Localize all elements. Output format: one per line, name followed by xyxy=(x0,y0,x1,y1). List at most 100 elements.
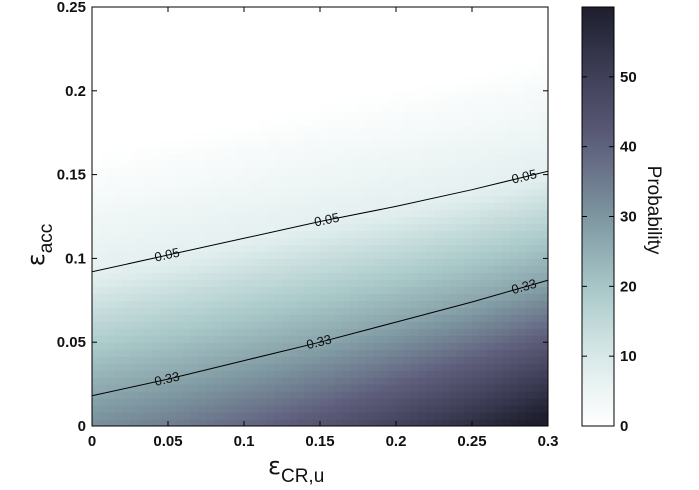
heatmap-cell xyxy=(160,27,169,36)
heatmap-cell xyxy=(380,223,389,232)
heatmap-cell xyxy=(266,48,275,57)
heatmap-cell xyxy=(358,69,367,78)
heatmap-cell xyxy=(388,279,397,287)
heatmap-cell xyxy=(228,258,237,266)
heatmap-cell xyxy=(411,272,420,280)
heatmap-cell xyxy=(350,34,359,43)
heatmap-cell xyxy=(494,251,503,259)
heatmap-cell xyxy=(244,342,253,350)
heatmap-cell xyxy=(396,20,405,29)
heatmap-cell xyxy=(525,377,534,385)
heatmap-cell xyxy=(190,356,199,364)
heatmap-cell xyxy=(320,209,329,218)
heatmap-cell xyxy=(99,76,108,85)
heatmap-cell xyxy=(304,202,313,211)
heatmap-cell xyxy=(373,377,382,385)
heatmap-cell xyxy=(418,62,427,71)
heatmap-cell xyxy=(198,139,207,148)
heatmap-cell xyxy=(137,384,146,392)
heatmap-cell xyxy=(396,272,405,280)
heatmap-cell xyxy=(266,244,275,253)
heatmap-cell xyxy=(190,20,199,29)
heatmap-cell xyxy=(183,363,192,371)
heatmap-cell xyxy=(365,258,374,266)
heatmap-cell xyxy=(479,188,488,197)
heatmap-cell xyxy=(304,244,313,253)
heatmap-cell xyxy=(472,146,481,155)
heatmap-cell xyxy=(145,363,154,371)
heatmap-cell xyxy=(532,69,541,78)
heatmap-cell xyxy=(335,146,344,155)
heatmap-cell xyxy=(487,384,496,392)
heatmap-cell xyxy=(426,272,435,280)
heatmap-cell xyxy=(494,174,503,183)
heatmap-cell xyxy=(175,349,184,357)
heatmap-cell xyxy=(342,27,351,36)
heatmap-cell xyxy=(441,370,450,378)
heatmap-cell xyxy=(517,356,526,364)
heatmap-cell xyxy=(320,363,329,371)
heatmap-cell xyxy=(502,13,511,22)
heatmap-cell xyxy=(456,55,465,64)
heatmap-cell xyxy=(335,265,344,273)
heatmap-cell xyxy=(479,62,488,71)
heatmap-cell xyxy=(449,216,458,225)
heatmap-cell xyxy=(350,13,359,22)
heatmap-cell xyxy=(274,83,283,92)
heatmap-cell xyxy=(540,62,548,71)
heatmap-cell xyxy=(266,342,275,350)
heatmap-cell xyxy=(517,307,526,315)
heatmap-cell xyxy=(304,48,313,57)
heatmap-cell xyxy=(449,41,458,50)
heatmap-cell xyxy=(198,76,207,85)
heatmap-cell xyxy=(251,335,260,343)
heatmap-cell xyxy=(221,20,230,29)
heatmap-cell xyxy=(327,223,336,232)
heatmap-cell xyxy=(327,139,336,148)
heatmap-cell xyxy=(532,48,541,57)
heatmap-cell xyxy=(449,83,458,92)
heatmap-cell xyxy=(517,279,526,287)
heatmap-cell xyxy=(327,307,336,315)
heatmap-cell xyxy=(365,76,374,85)
heatmap-cell xyxy=(251,419,260,426)
heatmap-cell xyxy=(213,146,222,155)
heatmap-cell xyxy=(130,139,139,148)
heatmap-cell xyxy=(380,132,389,141)
heatmap-cell xyxy=(122,146,131,155)
heatmap-cell xyxy=(312,111,321,120)
heatmap-cell xyxy=(312,83,321,92)
heatmap-cell xyxy=(335,27,344,36)
heatmap-cell xyxy=(122,174,131,183)
heatmap-cell xyxy=(190,7,199,15)
heatmap-cell xyxy=(107,321,116,329)
heatmap-cell xyxy=(456,384,465,392)
heatmap-cell xyxy=(502,356,511,364)
heatmap-cell xyxy=(464,363,473,371)
heatmap-cell xyxy=(289,279,298,287)
heatmap-cell xyxy=(472,391,481,399)
y-tick-label: 0.25 xyxy=(57,0,86,16)
heatmap-cell xyxy=(228,279,237,287)
heatmap-cell xyxy=(213,13,222,22)
heatmap-cell xyxy=(327,174,336,183)
heatmap-cell xyxy=(487,370,496,378)
heatmap-cell xyxy=(350,55,359,64)
heatmap-cell xyxy=(365,195,374,204)
heatmap-cell xyxy=(540,293,548,301)
heatmap-cell xyxy=(441,300,450,308)
heatmap-cell xyxy=(426,83,435,92)
heatmap-cell xyxy=(107,167,116,176)
heatmap-cell xyxy=(274,48,283,57)
heatmap-cell xyxy=(130,349,139,357)
heatmap-cell xyxy=(107,349,116,357)
heatmap-cell xyxy=(510,69,519,78)
heatmap-cell xyxy=(320,174,329,183)
heatmap-cell xyxy=(107,209,116,218)
heatmap-cell xyxy=(190,125,199,134)
heatmap-cell xyxy=(494,62,503,71)
heatmap-cell xyxy=(122,398,131,406)
heatmap-cell xyxy=(251,202,260,211)
heatmap-cell xyxy=(122,356,131,364)
heatmap-cell xyxy=(297,153,306,162)
